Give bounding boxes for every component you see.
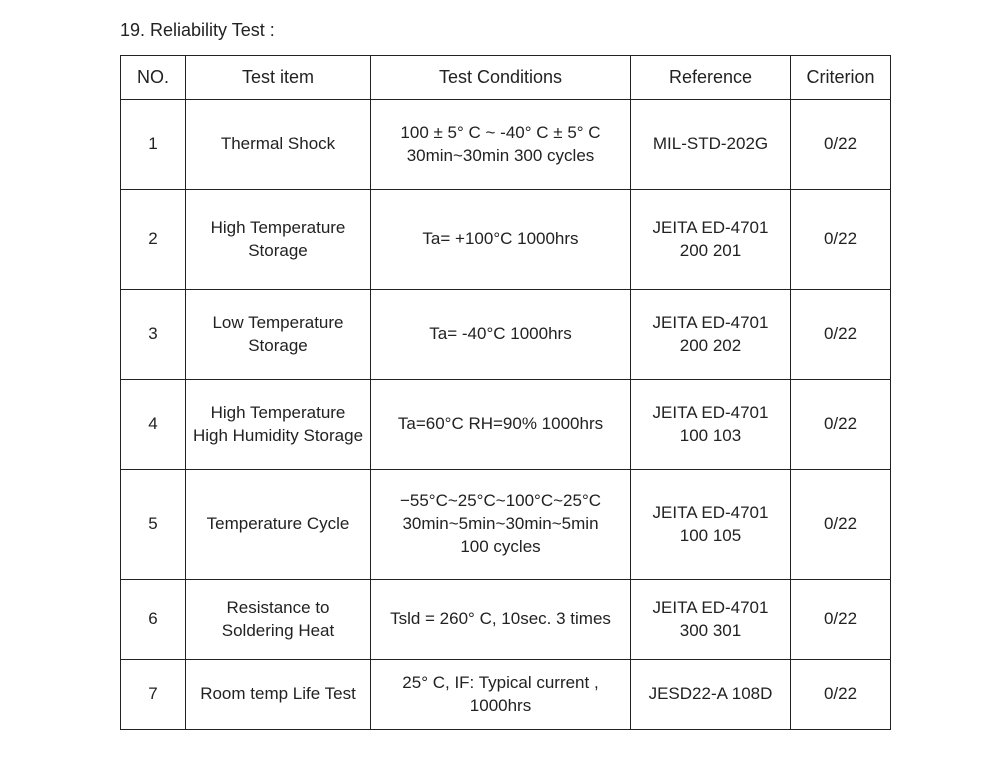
cell-cond: 25° C, IF: Typical current , 1000hrs — [371, 660, 631, 730]
table-header-row: NO. Test item Test Conditions Reference … — [121, 56, 891, 100]
cell-no: 6 — [121, 580, 186, 660]
col-header-reference: Reference — [631, 56, 791, 100]
cell-item: High Temperature High Humidity Storage — [186, 380, 371, 470]
cell-crit: 0/22 — [791, 580, 891, 660]
table-row: 6 Resistance to Soldering Heat Tsld = 26… — [121, 580, 891, 660]
cell-ref: JEITA ED-4701 200 201 — [631, 190, 791, 290]
cell-ref: JESD22-A 108D — [631, 660, 791, 730]
cell-item: Low Temperature Storage — [186, 290, 371, 380]
col-header-item: Test item — [186, 56, 371, 100]
cell-item: Resistance to Soldering Heat — [186, 580, 371, 660]
cell-cond: Ta=60°C RH=90% 1000hrs — [371, 380, 631, 470]
cell-item: Thermal Shock — [186, 100, 371, 190]
cell-no: 4 — [121, 380, 186, 470]
cell-no: 1 — [121, 100, 186, 190]
cell-crit: 0/22 — [791, 470, 891, 580]
cell-crit: 0/22 — [791, 380, 891, 470]
cell-ref: JEITA ED-4701 200 202 — [631, 290, 791, 380]
section-title: 19. Reliability Test : — [120, 20, 275, 41]
cell-cond: −55°C~25°C~100°C~25°C 30min~5min~30min~5… — [371, 470, 631, 580]
table-row: 2 High Temperature Storage Ta= +100°C 10… — [121, 190, 891, 290]
cell-ref: JEITA ED-4701 100 105 — [631, 470, 791, 580]
cell-crit: 0/22 — [791, 100, 891, 190]
cell-cond: 100 ± 5° C ~ -40° C ± 5° C 30min~30min 3… — [371, 100, 631, 190]
cell-no: 2 — [121, 190, 186, 290]
col-header-no: NO. — [121, 56, 186, 100]
cell-crit: 0/22 — [791, 290, 891, 380]
cell-crit: 0/22 — [791, 660, 891, 730]
cell-ref: JEITA ED-4701 300 301 — [631, 580, 791, 660]
table-row: 5 Temperature Cycle −55°C~25°C~100°C~25°… — [121, 470, 891, 580]
cell-no: 5 — [121, 470, 186, 580]
col-header-conditions: Test Conditions — [371, 56, 631, 100]
table-row: 4 High Temperature High Humidity Storage… — [121, 380, 891, 470]
cell-no: 7 — [121, 660, 186, 730]
table-row: 3 Low Temperature Storage Ta= -40°C 1000… — [121, 290, 891, 380]
cell-no: 3 — [121, 290, 186, 380]
cell-item: Room temp Life Test — [186, 660, 371, 730]
cell-cond: Ta= +100°C 1000hrs — [371, 190, 631, 290]
col-header-criterion: Criterion — [791, 56, 891, 100]
table-row: 1 Thermal Shock 100 ± 5° C ~ -40° C ± 5°… — [121, 100, 891, 190]
cell-cond: Tsld = 260° C, 10sec. 3 times — [371, 580, 631, 660]
cell-ref: MIL-STD-202G — [631, 100, 791, 190]
cell-cond: Ta= -40°C 1000hrs — [371, 290, 631, 380]
reliability-table: NO. Test item Test Conditions Reference … — [120, 55, 891, 730]
cell-crit: 0/22 — [791, 190, 891, 290]
table-row: 7 Room temp Life Test 25° C, IF: Typical… — [121, 660, 891, 730]
cell-item: Temperature Cycle — [186, 470, 371, 580]
cell-item: High Temperature Storage — [186, 190, 371, 290]
reliability-table-container: NO. Test item Test Conditions Reference … — [120, 55, 890, 730]
cell-ref: JEITA ED-4701 100 103 — [631, 380, 791, 470]
